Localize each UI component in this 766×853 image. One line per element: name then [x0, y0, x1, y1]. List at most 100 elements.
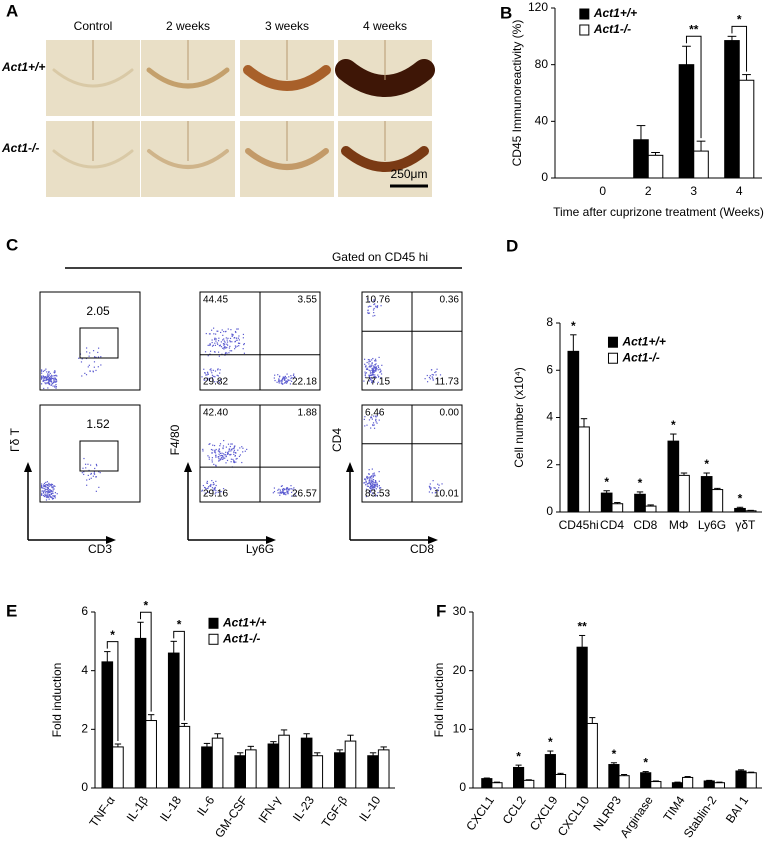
event-dot	[45, 488, 47, 490]
bar	[693, 150, 709, 179]
event-dot	[48, 370, 50, 373]
event-dot	[47, 488, 49, 490]
significance: *	[516, 749, 521, 763]
gate-value: 2.05	[86, 304, 110, 318]
event-dot	[434, 371, 436, 374]
event-dot	[219, 443, 222, 445]
event-dot	[243, 343, 245, 346]
event-dot	[286, 373, 288, 375]
event-dot	[279, 489, 281, 491]
event-dot	[44, 376, 47, 378]
event-dot	[371, 369, 373, 371]
event-dot	[372, 380, 374, 382]
event-dot	[41, 378, 43, 380]
event-dot	[367, 306, 369, 308]
event-dot	[217, 491, 219, 493]
event-dot	[227, 344, 229, 346]
event-dot	[93, 361, 96, 363]
event-dot	[48, 489, 50, 491]
x-tick-label: CCL2	[500, 793, 529, 826]
event-dot	[54, 492, 57, 494]
event-dot	[241, 461, 243, 464]
event-dot	[235, 346, 237, 348]
event-dot	[220, 490, 222, 493]
event-dot	[233, 449, 236, 451]
event-dot	[430, 488, 432, 491]
event-dot	[205, 374, 207, 376]
event-dot	[374, 479, 377, 482]
event-dot	[381, 364, 383, 366]
event-dot	[364, 416, 366, 418]
event-dot	[289, 488, 291, 490]
event-dot	[231, 443, 233, 445]
event-dot	[430, 487, 432, 489]
event-dot	[286, 490, 288, 492]
event-dot	[50, 490, 52, 492]
event-dot	[47, 379, 49, 381]
event-dot	[85, 374, 88, 376]
event-dot	[228, 450, 230, 453]
event-dot	[47, 382, 49, 384]
legend-swatch	[208, 617, 219, 629]
event-dot	[373, 485, 375, 487]
event-dot	[215, 456, 217, 458]
y-tick-label: 30	[453, 604, 467, 618]
event-dot	[374, 485, 376, 487]
event-dot	[214, 493, 216, 495]
event-dot	[374, 495, 377, 497]
event-dot	[368, 482, 370, 484]
event-dot	[90, 477, 92, 479]
event-dot	[211, 372, 213, 374]
event-dot	[372, 368, 374, 371]
event-dot	[215, 338, 217, 340]
event-dot	[370, 374, 372, 376]
event-dot	[376, 482, 378, 484]
event-dot	[47, 375, 49, 377]
event-dot	[211, 459, 213, 461]
event-dot	[219, 455, 221, 457]
event-dot	[371, 374, 373, 377]
event-dot	[44, 484, 46, 487]
event-dot	[95, 476, 97, 478]
event-dot	[211, 452, 213, 454]
event-dot	[214, 370, 217, 372]
event-dot	[45, 379, 47, 381]
significance: *	[671, 418, 676, 432]
quadrant-value: 77.15	[365, 377, 390, 388]
event-dot	[52, 490, 54, 492]
event-dot	[211, 487, 214, 489]
event-dot	[51, 497, 54, 500]
event-dot	[371, 485, 373, 487]
event-dot	[372, 370, 374, 372]
event-dot	[218, 459, 220, 461]
event-dot	[372, 424, 374, 427]
event-dot	[231, 334, 233, 336]
event-dot	[233, 460, 235, 462]
event-dot	[226, 352, 228, 354]
event-dot	[273, 377, 275, 379]
significance: *	[612, 747, 617, 761]
event-dot	[372, 309, 375, 311]
event-dot	[373, 307, 375, 310]
event-dot	[278, 379, 280, 381]
event-dot	[371, 364, 373, 366]
event-dot	[373, 424, 375, 426]
event-dot	[371, 478, 373, 480]
event-dot	[242, 348, 244, 350]
event-dot	[213, 451, 216, 453]
event-dot	[51, 484, 54, 486]
significance-bracket	[731, 25, 748, 72]
quadrant-value: 0.36	[440, 295, 460, 306]
event-dot	[54, 386, 56, 388]
event-dot	[215, 465, 217, 467]
event-dot	[371, 370, 374, 372]
event-dot	[45, 378, 47, 380]
event-dot	[369, 483, 372, 486]
event-dot	[380, 370, 382, 372]
event-dot	[87, 463, 89, 465]
event-dot	[368, 366, 370, 368]
event-dot	[204, 379, 206, 381]
event-dot	[44, 377, 46, 379]
event-dot	[287, 489, 290, 491]
y-tick-label: 8	[546, 315, 553, 329]
